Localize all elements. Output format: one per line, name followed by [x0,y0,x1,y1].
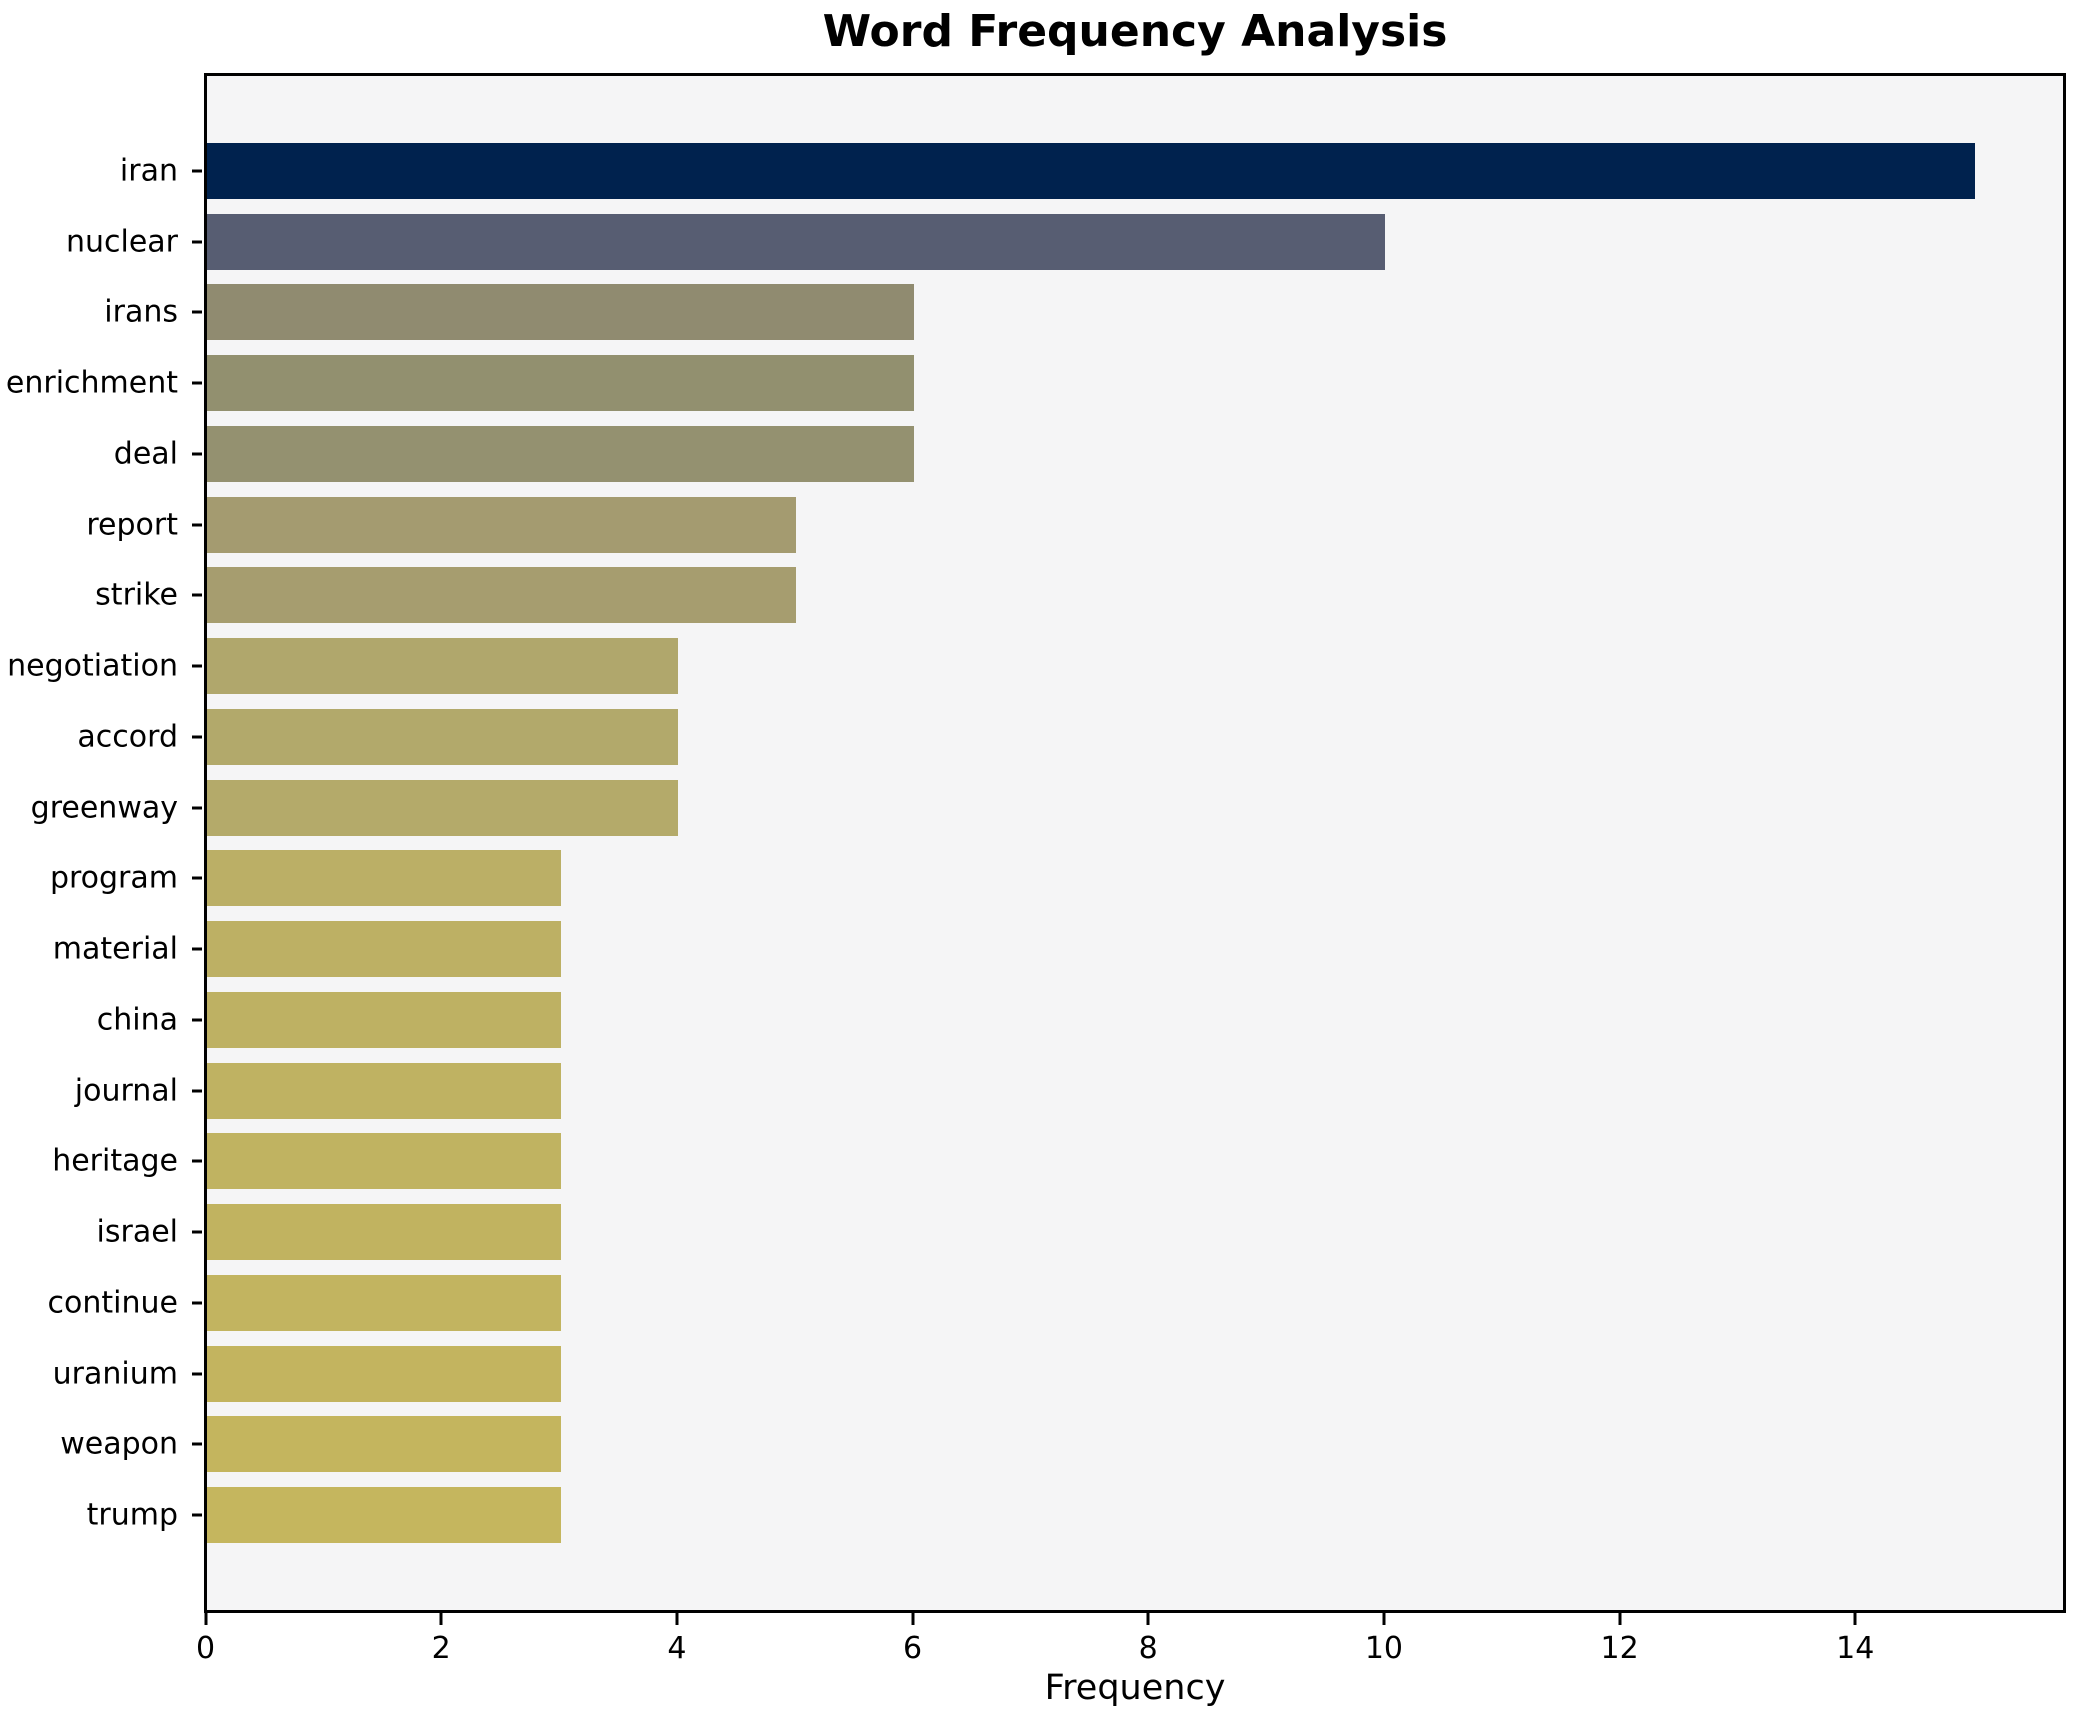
bar-enrichment [207,355,915,412]
y-tick-mark [192,310,202,314]
y-tick-label-negotiation: negotiation [7,648,178,684]
x-tick-label-4: 4 [667,1631,687,1666]
bar-weapon [207,1416,561,1473]
y-tick-label-strike: strike [95,577,178,613]
x-tick-label-14: 14 [1836,1631,1875,1666]
bar-journal [207,1062,561,1119]
bar-iran [207,143,1975,199]
bar-trump [207,1487,561,1543]
x-tick-mark [1618,1613,1622,1625]
bar-uranium [207,1345,561,1402]
y-tick-mark [192,523,202,527]
y-tick-label-accord: accord [77,719,178,755]
x-tick-mark [1382,1613,1386,1625]
x-tick-label-12: 12 [1600,1631,1639,1666]
x-tick-mark [1146,1613,1150,1625]
x-tick-mark [1853,1613,1857,1625]
y-tick-label-program: program [49,860,178,896]
y-tick-mark [192,1230,202,1234]
bar-report [207,496,797,553]
plot-area [204,73,2066,1613]
y-tick-label-weapon: weapon [60,1426,178,1462]
x-tick-label-0: 0 [195,1631,216,1666]
x-axis-title: Frequency [1044,1668,1226,1708]
y-tick-mark [192,1301,202,1305]
bar-heritage [207,1133,561,1190]
y-tick-label-material: material [52,931,178,967]
x-tick-label-6: 6 [903,1631,923,1666]
bar-strike [207,567,797,624]
y-tick-label-iran: iran [119,153,178,189]
x-tick-mark [204,1613,207,1625]
y-tick-mark [192,1442,202,1446]
y-tick-mark [192,169,202,173]
y-tick-label-continue: continue [47,1285,178,1321]
y-tick-mark [192,240,202,244]
y-tick-label-nuclear: nuclear [65,224,178,260]
y-tick-label-report: report [86,507,178,543]
y-tick-mark [192,452,202,456]
bar-program [207,850,561,907]
bar-irans [207,284,915,341]
y-tick-mark [192,1089,202,1093]
x-tick-label-2: 2 [431,1631,451,1666]
y-tick-mark [192,1372,202,1376]
y-tick-mark [192,664,202,668]
y-tick-mark [192,806,202,810]
bar-deal [207,425,915,482]
y-tick-mark [192,735,202,739]
bar-nuclear [207,213,1386,270]
y-tick-label-china: china [96,1002,178,1038]
x-tick-label-8: 8 [1138,1631,1158,1666]
y-axis: iran nuclear irans enrichment deal report stri… [0,73,204,1613]
y-tick-mark [192,1513,202,1517]
y-tick-mark [192,947,202,951]
y-tick-label-deal: deal [113,436,178,472]
y-tick-label-irans: irans [104,294,178,330]
y-tick-mark [192,593,202,597]
chart-title: Word Frequency Analysis [822,6,1448,57]
y-tick-label-heritage: heritage [52,1143,178,1179]
y-tick-label-greenway: greenway [30,790,178,826]
y-tick-mark [192,1018,202,1022]
bar-israel [207,1204,561,1261]
y-tick-label-uranium: uranium [52,1356,178,1392]
bar-china [207,991,561,1048]
y-tick-mark [192,1159,202,1163]
x-tick-label-10: 10 [1364,1631,1403,1666]
y-tick-mark [192,876,202,880]
bar-negotiation [207,638,679,695]
bar-greenway [207,779,679,836]
bar-accord [207,708,679,765]
x-tick-mark [675,1613,679,1625]
y-tick-label-israel: israel [96,1214,178,1250]
x-tick-mark [439,1613,443,1625]
y-tick-label-journal: journal [74,1073,178,1109]
y-tick-mark [192,381,202,385]
bar-continue [207,1274,561,1331]
bar-material [207,921,561,978]
y-tick-label-trump: trump [86,1497,178,1533]
y-tick-label-enrichment: enrichment [5,365,178,401]
x-tick-mark [911,1613,915,1625]
x-axis: 0 2 4 6 8 10 12 14 [196,1613,2066,1713]
